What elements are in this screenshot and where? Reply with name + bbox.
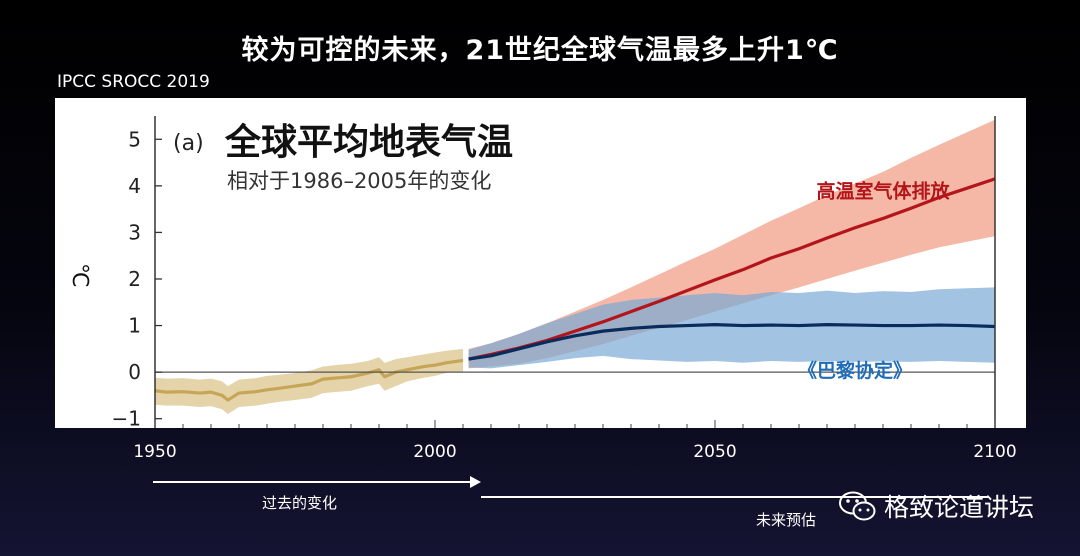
past-arrowhead	[470, 476, 481, 488]
y-tick-label: 5	[128, 127, 141, 151]
x-tick-label: 2050	[693, 442, 737, 462]
chart-axes: 5 4 3 2 1 0 −1	[112, 116, 996, 428]
past-label: 过去的变化	[262, 494, 338, 512]
wechat-icon	[839, 491, 876, 521]
chart-subtitle: 相对于1986–2005年的变化	[227, 169, 491, 193]
line-historical	[154, 358, 464, 402]
panel-label: (a)	[173, 131, 204, 156]
series-lines	[154, 177, 996, 402]
line-高温室气体排放	[468, 177, 996, 361]
brand-watermark: 格致论道讲坛	[838, 488, 1034, 524]
y-tick-label: 0	[128, 360, 141, 384]
future-label: 未来预估	[756, 511, 817, 529]
x-tick-label: 1950	[133, 442, 177, 462]
source-label: IPCC SROCC 2019	[57, 72, 210, 92]
band-historical	[155, 348, 463, 415]
line-《巴黎协定》	[468, 323, 996, 361]
annotation-paris-agreement: 《巴黎协定》	[798, 359, 912, 382]
y-tick-label: −1	[112, 407, 141, 428]
x-tick-label: 2100	[973, 442, 1017, 462]
y-tick-label: 4	[128, 174, 141, 198]
chart-title: 全球平均地表气温	[224, 121, 513, 163]
y-axis-label: ℃	[67, 263, 92, 288]
chart-panel: 5 4 3 2 1 0 −1 (a) 全球平均地表气温 相对于1986–2005年的变化 ℃…	[55, 98, 1026, 428]
x-tick-label: 2000	[413, 442, 457, 462]
y-tick-label: 3	[128, 220, 141, 244]
annotation-high-emission: 高温室气体排放	[816, 180, 950, 203]
y-tick-label: 2	[128, 267, 141, 291]
brand-name: 格致论道讲坛	[884, 493, 1035, 522]
temperature-chart: 5 4 3 2 1 0 −1 (a) 全球平均地表气温 相对于1986–2005年的变化 ℃…	[67, 116, 996, 428]
band-《巴黎协定》	[468, 287, 996, 369]
slide-title: 较为可控的未来，21世纪全球气温最多上升1℃	[241, 35, 839, 66]
y-tick-label: 1	[128, 314, 141, 338]
